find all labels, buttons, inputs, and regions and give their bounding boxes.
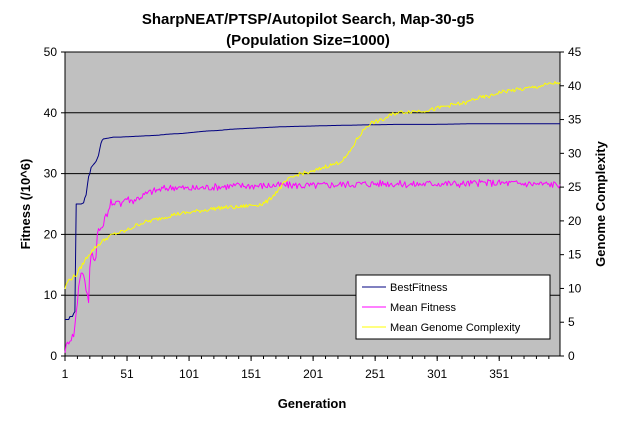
y2-tick-label: 40 [568,79,582,93]
y-tick-label: 40 [44,106,58,120]
x-tick-label: 151 [241,367,261,381]
y2-tick-label: 35 [568,113,582,127]
y2-tick-label: 0 [568,349,575,363]
x-axis-ticks: 1 51 101 151 201 251 301 351 [62,356,550,381]
chart-subtitle: (Population Size=1000) [226,32,390,49]
y-tick-label: 10 [44,288,58,302]
y2-axis-ticks: 0 5 10 15 20 25 30 35 40 45 [560,45,582,363]
y-tick-label: 50 [44,45,58,59]
y-tick-label: 0 [50,349,57,363]
legend-box [355,274,551,340]
chart-title: SharpNEAT/PTSP/Autopilot Search, Map-30-… [142,11,474,28]
y2-tick-label: 5 [568,315,575,329]
series-mean-genome-complexity [64,81,561,290]
y-axis-ticks: 0 10 20 30 40 50 [44,45,65,363]
x-tick-label: 51 [120,367,134,381]
series-layer [64,81,561,353]
y-tick-label: 30 [44,167,58,181]
legend-label-mean-genome-complexity: Mean Genome Complexity [390,322,521,334]
x-tick-label: 301 [427,367,447,381]
series-best-fitness [65,123,560,320]
x-tick-label: 351 [489,367,509,381]
y2-tick-label: 25 [568,180,582,194]
y-axis-title: Fitness (/10^6) [18,159,33,250]
y2-tick-label: 45 [568,45,582,59]
y-tick-label: 20 [44,227,58,241]
series-mean-fitness [64,179,561,353]
y2-axis-title: Genome Complexity [593,140,608,266]
axes [64,52,561,357]
legend: BestFitness Mean Fitness Mean Genome Com… [355,274,551,340]
x-tick-label: 251 [365,367,385,381]
x-tick-label: 201 [303,367,323,381]
y2-tick-label: 15 [568,248,582,262]
x-tick-label: 1 [62,367,69,381]
legend-label-mean-fitness: Mean Fitness [390,302,457,314]
y2-tick-label: 20 [568,214,582,228]
x-tick-label: 101 [179,367,199,381]
y2-tick-label: 10 [568,281,582,295]
y2-tick-label: 30 [568,146,582,160]
legend-label-best-fitness: BestFitness [390,282,448,294]
x-axis-title: Generation [278,396,347,411]
